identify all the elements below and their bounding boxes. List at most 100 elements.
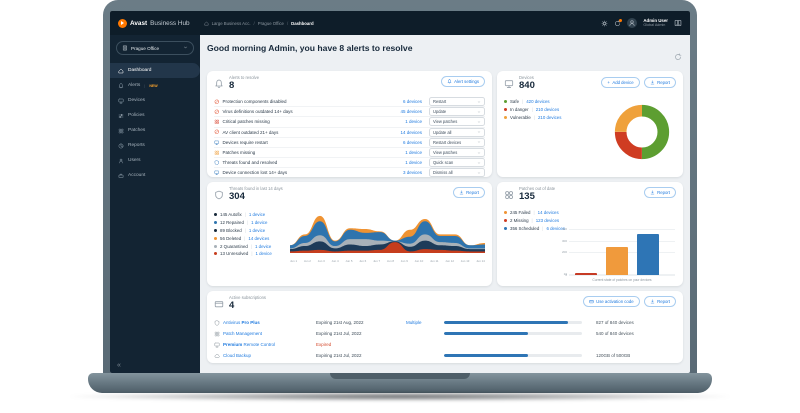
sidebar-item-label: Reports [128,143,145,148]
slash-circle-icon [214,109,220,115]
alert-action-dropdown[interactable]: Restart [429,97,485,107]
subscription-row: Cloud Backup Expiring 21st Jul, 2022 120… [214,350,676,361]
alert-action-dropdown[interactable]: View patches [429,148,485,158]
legend-value-link[interactable]: 1 device [248,227,266,233]
bell-icon [118,82,124,89]
y-tick-label: 400 [561,227,567,231]
sidebar-collapse-button[interactable]: « [117,362,121,369]
subscription-usage: 540 of 840 devices [596,331,634,336]
legend-value-link[interactable]: 1 device [248,212,266,218]
patches-icon [214,331,220,337]
sidebar-item-devices[interactable]: Devices [110,93,200,108]
monitor-icon [214,342,220,348]
page-greeting: Good morning Admin, you have 8 alerts to… [207,43,413,53]
legend-dot [214,228,217,232]
threats-legend-row: 56 Deleted | 14 devices [214,234,290,242]
sidebar-item-patches[interactable]: Patches [110,123,200,138]
brand-suffix: Business Hub [150,19,190,27]
alert-action-label: View patches [433,150,458,156]
legend-dot [504,211,507,215]
alert-devices-link[interactable]: 3 devices [402,170,422,176]
alert-devices-link[interactable]: 6 devices [402,99,422,105]
legend-value-link[interactable]: 6 devices [546,225,565,231]
alert-action-dropdown[interactable]: Update [429,107,485,117]
devices-legend-row: Vulnerable | 210 devices [504,114,676,122]
legend-separator: | [531,218,533,224]
user-menu[interactable]: Admin User Global Admin [643,18,668,28]
breadcrumb-item[interactable]: Dashboard [291,20,314,26]
threats-count: 304 [229,190,245,202]
legend-value-link[interactable]: 210 devices [535,107,560,113]
threats-card: Threats found in last 14 days 304 Report… [207,182,492,286]
breadcrumb-item[interactable]: Large Business Acc. [211,20,251,26]
subscription-name-link[interactable]: Premium Remote Control [214,342,316,348]
alert-devices-link[interactable]: 14 devices [400,129,422,135]
threats-report-button[interactable]: Report [452,187,485,198]
settings-gear-icon[interactable] [601,20,608,27]
legend-dot [504,226,507,230]
legend-name: In danger [510,107,529,113]
legend-separator: | [533,210,535,216]
subscription-name-link[interactable]: Patch Management [214,331,316,337]
alert-action-dropdown[interactable]: Update all [429,127,485,137]
subscription-extra-link[interactable]: Multiple [406,320,422,325]
refresh-icon[interactable] [674,48,682,66]
org-selector[interactable]: Prague Office [116,41,194,55]
use-activation-code-button[interactable]: Use activation code [582,296,640,307]
legend-value-link[interactable]: 123 devices [535,218,560,224]
legend-value-link[interactable]: 14 devices [248,235,270,241]
legend-value-link[interactable]: 420 devices [526,99,550,105]
legend-value-link[interactable]: 1 device [251,220,268,226]
devices-report-button[interactable]: Report [643,77,676,88]
legend-name: 56 Deleted [220,235,242,241]
threats-label: Threats found in last 14 days [229,186,283,191]
sidebar-item-policies[interactable]: Policies [110,108,200,123]
patches-report-button[interactable]: Report [643,187,676,198]
alert-devices-link[interactable]: 6 devices [402,139,422,145]
sidebar-item-dashboard[interactable]: Dashboard [110,63,200,78]
chevron-down-icon [477,161,481,165]
alert-action-dropdown[interactable]: Restart devices [429,137,485,147]
legend-separator: | [250,243,252,249]
shield-icon [214,187,224,205]
subscription-name-link[interactable]: Antivirus Pro Plus [214,319,316,326]
avatar[interactable] [627,18,638,28]
legend-value-link[interactable]: 210 devices [537,114,562,120]
sidebar-item-reports[interactable]: Reports [110,138,200,153]
alert-devices-link[interactable]: 1 device [405,160,422,166]
add-device-button[interactable]: + Add device [601,77,640,88]
home-icon [118,68,124,74]
patches-icon [214,150,220,156]
alert-action-dropdown[interactable]: Dismiss all [429,168,485,178]
alert-text: Patches missing [222,150,256,156]
sidebar-item-account[interactable]: Account [110,168,200,183]
subscription-expiry: Expired [316,342,332,347]
x-tick-label: Jun 13 [460,259,470,263]
sidebar-item-alerts[interactable]: Alerts | NEW [110,78,200,93]
alert-devices-link[interactable]: 1 device [405,150,422,156]
dashboard-content: Good morning Admin, you have 8 alerts to… [200,35,690,373]
patches-icon [118,128,124,134]
alert-action-label: Restart devices [433,139,462,145]
alert-row: Virus definitions outdated 14+ days 45 d… [214,106,485,117]
legend-value-link[interactable]: 14 devices [537,210,559,216]
x-tick-label: Jun 7 [373,259,381,263]
apps-switcher-icon[interactable] [674,19,682,27]
notification-badge-dot [619,18,623,22]
notifications-icon[interactable] [614,18,623,27]
alert-settings-button[interactable]: Alert settings [440,76,485,87]
subscription-name-link[interactable]: Cloud Backup [214,353,316,359]
alert-action-dropdown[interactable]: Quick scan [429,158,485,168]
subscriptions-report-button[interactable]: Report [643,296,676,307]
plus-icon: + [607,80,610,85]
legend-dot [504,219,507,223]
alert-action-dropdown[interactable]: View patches [429,117,485,127]
legend-value-link[interactable]: 1 device [255,251,272,257]
brand-name: Avast [130,19,148,27]
alert-devices-link[interactable]: 45 devices [400,109,422,115]
legend-value-link[interactable]: 1 device [254,243,272,249]
sidebar-item-users[interactable]: Users [110,153,200,168]
alert-devices-link[interactable]: 1 device [405,119,422,125]
breadcrumb-item[interactable]: Prague Office [257,20,284,26]
